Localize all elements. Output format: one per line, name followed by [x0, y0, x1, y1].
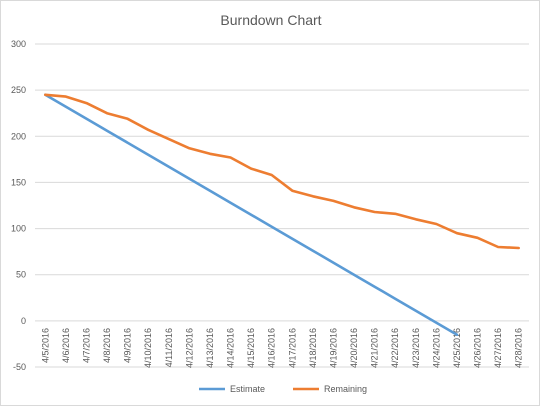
y-axis-tick-labels: -50 0 50 100 150 200 250 300 [11, 39, 26, 372]
x-tick-label: 4/28/2016 [514, 328, 524, 368]
x-tick-label: 4/6/2016 [61, 328, 71, 363]
x-tick-label: 4/22/2016 [390, 328, 400, 368]
chart-title: Burndown Chart [220, 12, 321, 28]
x-tick-label: 4/16/2016 [267, 328, 277, 368]
x-tick-label: 4/21/2016 [370, 328, 380, 368]
x-tick-label: 4/24/2016 [431, 328, 441, 368]
x-tick-label: 4/27/2016 [493, 328, 503, 368]
x-tick-label: 4/20/2016 [349, 328, 359, 368]
legend-label-estimate: Estimate [230, 384, 265, 394]
legend-label-remaining: Remaining [324, 384, 367, 394]
x-tick-label: 4/23/2016 [411, 328, 421, 368]
y-tick-label: 300 [11, 39, 26, 49]
series-lines [44, 93, 520, 336]
gridlines [35, 43, 529, 368]
y-tick-label: 50 [16, 270, 26, 280]
series-line-remaining [44, 93, 520, 250]
y-tick-label: -50 [13, 362, 26, 372]
x-tick-label: 4/10/2016 [143, 328, 153, 368]
y-tick-label: 250 [11, 85, 26, 95]
x-tick-label: 4/14/2016 [226, 328, 236, 368]
x-tick-label: 4/7/2016 [81, 328, 91, 363]
x-tick-label: 4/26/2016 [473, 328, 483, 368]
y-tick-label: 100 [11, 224, 26, 234]
x-tick-label: 4/25/2016 [452, 328, 462, 368]
x-tick-label: 4/11/2016 [164, 328, 174, 367]
x-tick-label: 4/15/2016 [246, 328, 256, 368]
x-tick-label: 4/8/2016 [102, 328, 112, 363]
x-tick-label: 4/5/2016 [40, 328, 50, 363]
y-tick-label: 150 [11, 177, 26, 187]
y-tick-label: 0 [21, 316, 26, 326]
x-tick-label: 4/17/2016 [287, 328, 297, 368]
x-tick-label: 4/12/2016 [184, 328, 194, 368]
x-tick-label: 4/13/2016 [205, 328, 215, 368]
x-tick-label: 4/19/2016 [328, 328, 338, 368]
y-tick-label: 200 [11, 131, 26, 141]
x-tick-label: 4/9/2016 [123, 328, 133, 363]
x-axis-tick-labels: 4/5/2016 4/6/2016 4/7/2016 4/8/2016 4/9/2016… [40, 328, 523, 368]
x-tick-label: 4/18/2016 [308, 328, 318, 368]
series-line-estimate [44, 93, 459, 336]
legend: Estimate Remaining [199, 384, 367, 394]
